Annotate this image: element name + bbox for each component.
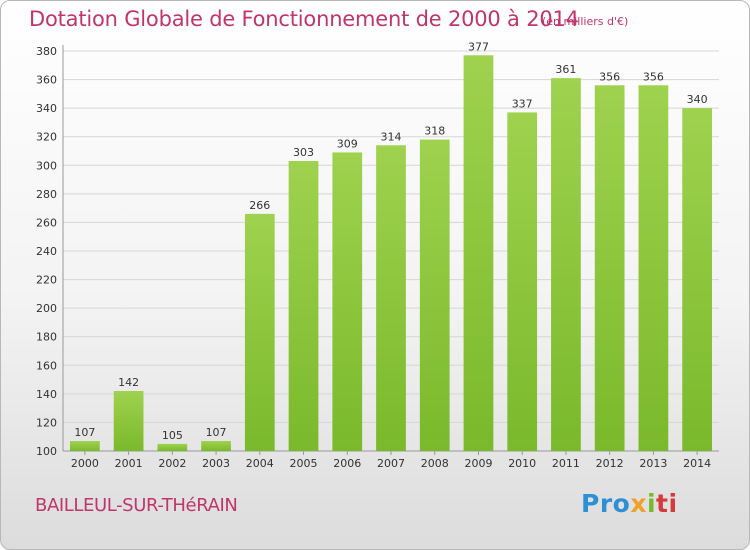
logo-part: ti — [656, 489, 678, 518]
value-label: 314 — [381, 130, 402, 143]
logo-part: x — [630, 489, 647, 518]
value-label: 105 — [162, 429, 183, 442]
value-label: 266 — [249, 199, 270, 212]
x-tick-label: 2008 — [421, 457, 449, 470]
bar — [244, 213, 275, 451]
value-label: 356 — [599, 70, 620, 83]
y-tick-label: 360 — [36, 74, 57, 87]
bar — [682, 108, 713, 452]
x-tick-label: 2012 — [596, 457, 624, 470]
bar — [376, 145, 406, 452]
bar — [113, 391, 144, 451]
value-label: 337 — [512, 97, 533, 110]
y-tick-label: 300 — [36, 159, 57, 172]
bars — [69, 55, 713, 452]
y-tick-label: 200 — [36, 302, 57, 315]
x-axis: 2000 2001 2002 2003 2004 2005 2006 2007 2008 2009… — [71, 451, 711, 470]
value-label: 303 — [293, 146, 314, 159]
y-tick-label: 220 — [36, 274, 57, 287]
y-tick-label: 380 — [36, 45, 57, 58]
bar — [419, 139, 450, 452]
y-tick-label: 180 — [36, 331, 57, 344]
bar — [69, 441, 100, 451]
value-label: 107 — [74, 426, 95, 439]
logo-part: i — [646, 489, 657, 518]
y-tick-label: 320 — [36, 131, 57, 144]
y-tick-label: 100 — [36, 445, 57, 458]
x-tick-label: 2013 — [639, 457, 667, 470]
y-tick-label: 140 — [36, 388, 57, 401]
value-label: 340 — [687, 93, 708, 106]
bar — [594, 85, 625, 452]
x-tick-label: 2005 — [290, 457, 318, 470]
value-label: 309 — [337, 137, 358, 150]
x-tick-label: 2007 — [377, 457, 405, 470]
y-tick-label: 240 — [36, 245, 57, 258]
y-tick-label: 280 — [36, 188, 57, 201]
x-tick-label: 2001 — [115, 457, 143, 470]
x-tick-label: 2000 — [71, 457, 99, 470]
bar — [507, 112, 538, 451]
value-label: 377 — [468, 40, 489, 53]
bar — [638, 85, 669, 452]
x-tick-label: 2003 — [202, 457, 230, 470]
y-tick-label: 340 — [36, 102, 57, 115]
value-label: 107 — [206, 426, 227, 439]
commune-name: BAILLEUL-SUR-THéRAIN — [35, 495, 238, 516]
bar — [201, 441, 231, 451]
x-tick-label: 2010 — [508, 457, 536, 470]
unit-note: (en milliers d'€) — [542, 15, 629, 28]
chart-title: Dotation Globale de Fonctionnement de 20… — [29, 7, 579, 31]
bar — [551, 78, 581, 452]
logo-part: Pro — [581, 489, 631, 518]
bar — [463, 55, 494, 452]
x-tick-label: 2009 — [464, 457, 492, 470]
proxiti-logo: Proxiti — [581, 489, 678, 518]
value-label: 318 — [424, 125, 445, 138]
x-tick-label: 2002 — [158, 457, 186, 470]
y-tick-label: 260 — [36, 216, 57, 229]
x-tick-label: 2004 — [246, 457, 274, 470]
y-tick-label: 120 — [36, 416, 57, 429]
value-label: 361 — [555, 63, 576, 76]
bar — [332, 152, 363, 451]
bar — [157, 443, 188, 451]
x-tick-label: 2006 — [333, 457, 361, 470]
y-tick-label: 160 — [36, 359, 57, 372]
bar — [288, 161, 319, 451]
x-tick-label: 2014 — [683, 457, 711, 470]
value-label: 142 — [118, 376, 139, 389]
x-tick-label: 2011 — [552, 457, 580, 470]
value-label: 356 — [643, 70, 664, 83]
value-labels: 107 142 105 107 266 303 309 314 318 377 337 361 356 3… — [74, 40, 707, 442]
